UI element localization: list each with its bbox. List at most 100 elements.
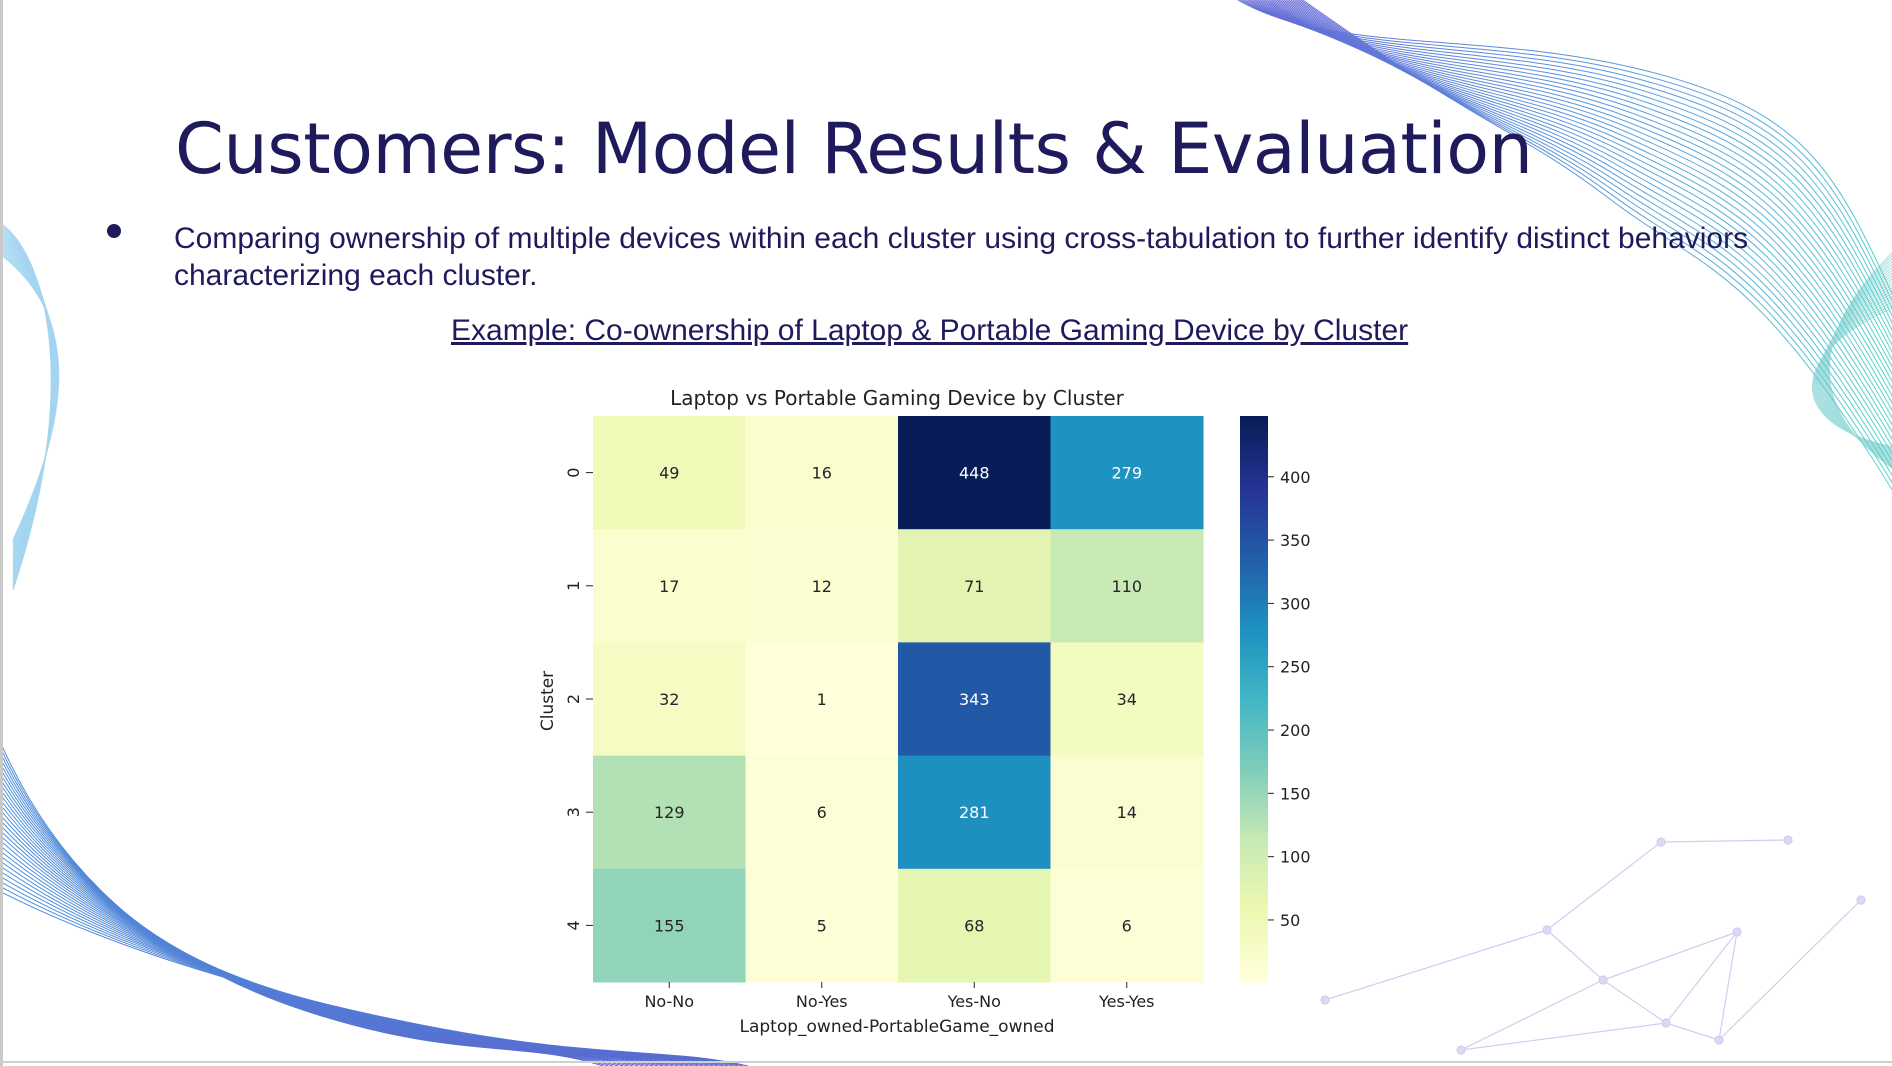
bullet-icon: [107, 224, 121, 238]
colorbar-segment: [1240, 831, 1268, 837]
colorbar-segment: [1240, 689, 1268, 695]
colorbar-segment: [1240, 543, 1268, 549]
colorbar-segment: [1240, 500, 1268, 507]
heatmap-cell: [1050, 416, 1204, 530]
heatmap-chart: Laptop vs Portable Gaming Device by Clus…: [538, 386, 1311, 1037]
heatmap-cell: [898, 755, 1051, 870]
colorbar-segment: [1240, 736, 1268, 743]
colorbar-segment: [1240, 430, 1268, 436]
colorbar-segment: [1240, 694, 1268, 700]
y-tick-label: 1: [564, 581, 583, 591]
colorbar-segment: [1240, 953, 1268, 960]
colorbar-segment: [1240, 741, 1268, 747]
colorbar-segment: [1240, 416, 1268, 422]
colorbar-segment: [1240, 420, 1268, 427]
colorbar-segment: [1240, 548, 1268, 554]
colorbar-segment: [1240, 840, 1268, 846]
cell-value-label: 110: [1111, 577, 1142, 596]
x-tick-label: No-Yes: [796, 992, 848, 1011]
colorbar-segment: [1240, 444, 1268, 450]
slide-title: Customers: Model Results & Evaluation: [175, 108, 1533, 190]
colorbar-segment: [1240, 798, 1268, 804]
cell-value-label: 155: [654, 916, 685, 935]
heatmap-cell: [1050, 755, 1204, 870]
colorbar-segment: [1240, 750, 1268, 757]
colorbar-segment: [1240, 911, 1268, 917]
colorbar-segment: [1240, 882, 1268, 889]
colorbar-segment: [1240, 595, 1268, 601]
colorbar-segment: [1240, 944, 1268, 950]
colorbar-segment: [1240, 585, 1268, 592]
cell-value-label: 343: [959, 690, 990, 709]
colorbar-segment: [1240, 467, 1268, 474]
colorbar-segment: [1240, 802, 1268, 809]
cell-value-label: 68: [964, 916, 984, 935]
colorbar-segment: [1240, 557, 1268, 563]
y-tick-label: 0: [564, 468, 583, 478]
colorbar-tick-label: 150: [1280, 784, 1311, 803]
cell-value-label: 34: [1117, 690, 1137, 709]
colorbar-segment: [1240, 878, 1268, 884]
colorbar-segment: [1240, 746, 1268, 752]
colorbar-segment: [1240, 614, 1268, 620]
colorbar-segment: [1240, 463, 1268, 469]
y-tick-label: 4: [564, 920, 583, 930]
colorbar-segment: [1240, 618, 1268, 625]
y-tick-label: 3: [564, 807, 583, 817]
colorbar-segment: [1240, 699, 1268, 705]
colorbar-segment: [1240, 713, 1268, 719]
cell-value-label: 32: [659, 690, 679, 709]
cell-value-label: 281: [959, 803, 990, 822]
colorbar-segment: [1240, 793, 1268, 799]
colorbar-tick-label: 400: [1280, 468, 1311, 487]
colorbar-segment: [1240, 623, 1268, 629]
colorbar-tick-label: 300: [1280, 594, 1311, 613]
cell-value-label: 5: [817, 916, 827, 935]
y-tick-label: 2: [564, 694, 583, 704]
x-axis-label: Laptop_owned-PortableGame_owned: [739, 1017, 1054, 1037]
colorbar-segment: [1240, 453, 1268, 460]
heatmap-cell: [593, 529, 746, 643]
colorbar-segment: [1240, 963, 1268, 969]
colorbar-segment: [1240, 948, 1268, 955]
colorbar-segment: [1240, 826, 1268, 832]
colorbar-segment: [1240, 868, 1268, 875]
colorbar-segment: [1240, 599, 1268, 606]
y-axis-label: Cluster: [538, 671, 558, 731]
cell-value-label: 71: [964, 577, 984, 596]
bullet-text: Comparing ownership of multiple devices …: [174, 222, 1749, 292]
colorbar-segment: [1240, 779, 1268, 785]
colorbar-segment: [1240, 581, 1268, 587]
x-tick-label: No-No: [644, 992, 694, 1011]
colorbar-segment: [1240, 477, 1268, 483]
background-waves-decoration: [3, 0, 1892, 1066]
heatmap-cell: [745, 868, 899, 983]
heatmap-cell: [898, 642, 1051, 757]
colorbar-segment: [1240, 458, 1268, 464]
colorbar-segment: [1240, 967, 1268, 974]
colorbar-segment: [1240, 425, 1268, 431]
heatmap-cell: [1050, 529, 1204, 643]
colorbar-segment: [1240, 491, 1268, 497]
cell-value-label: 49: [659, 464, 679, 483]
colorbar-segment: [1240, 524, 1268, 530]
colorbar-segment: [1240, 562, 1268, 568]
colorbar-segment: [1240, 675, 1268, 681]
heatmap-cell: [745, 416, 899, 530]
colorbar-segment: [1240, 864, 1268, 870]
colorbar-segment: [1240, 538, 1268, 544]
colorbar-tick-label: 250: [1280, 658, 1311, 677]
x-tick-label: Yes-No: [947, 992, 1001, 1011]
colorbar-segment: [1240, 892, 1268, 898]
heatmap-cell: [593, 755, 746, 870]
cell-value-label: 16: [812, 464, 832, 483]
heatmap-cell: [898, 868, 1051, 983]
colorbar-segment: [1240, 515, 1268, 521]
colorbar-segment: [1240, 859, 1268, 865]
colorbar-segment: [1240, 958, 1268, 964]
colorbar-segment: [1240, 845, 1268, 851]
colorbar-segment: [1240, 920, 1268, 926]
colorbar-segment: [1240, 732, 1268, 738]
colorbar-segment: [1240, 783, 1268, 790]
